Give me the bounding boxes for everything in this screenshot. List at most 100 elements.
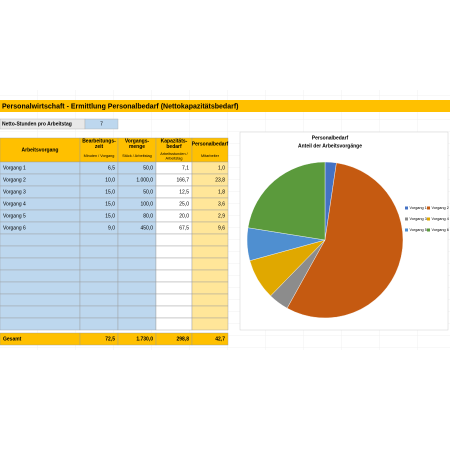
legend-label: Vorgang 1 [410,206,427,210]
netto-value-cell[interactable] [84,118,119,130]
column-header: Arbeitsvorgang [22,147,59,153]
cell-value: 67,5 [179,225,189,231]
cell [0,305,81,319]
total-value: 298,8 [176,336,189,342]
cell-value: 3,6 [218,201,225,207]
chart-subtitle: Anteil der Arbeitsvorgänge [298,143,362,149]
cell [117,293,157,307]
cell [117,257,157,271]
total-value: 1.730,0 [136,336,153,342]
total-value: 42,7 [215,336,225,342]
cell-value: 23,8 [215,177,225,183]
cell-value: 80,0 [143,213,153,219]
column-unit: Arbeitsstunden / [160,152,188,156]
column-unit: Arbeitstag [165,156,182,160]
cell [0,245,81,259]
legend-swatch [405,206,408,210]
row-label: Vorgang 3 [3,189,26,195]
cell [191,233,229,247]
cell [0,269,81,283]
cell-value: 166,7 [176,177,189,183]
cell-value: 15,0 [105,189,115,195]
cell [155,281,193,295]
legend-label: Vorgang 5 [410,228,427,232]
cell [117,137,157,163]
cell [191,317,229,331]
cell [79,293,119,307]
chart-title: Personalbedarf [312,135,349,141]
column-unit: Stück / Arbeitstag [122,154,152,158]
row-label: Vorgang 1 [3,165,26,171]
cell [0,257,81,271]
legend-swatch [405,217,408,221]
legend-label: Vorgang 3 [410,217,427,221]
cell-value: 50,0 [143,165,153,171]
cell [117,317,157,331]
legend-label: Vorgang 4 [432,217,449,221]
cell [155,269,193,283]
cell-value: 50,0 [143,189,153,195]
title-bar [0,100,450,112]
cell [191,281,229,295]
cell-value: 12,5 [179,189,189,195]
cell-value: 6,5 [108,165,115,171]
cell [79,245,119,259]
cell [191,245,229,259]
cell [117,281,157,295]
cell-value: 15,0 [105,201,115,207]
cell-value: 1,8 [218,189,225,195]
column-header: Vorgangs- [125,139,150,145]
sheet-title: Personalwirtschaft - Ermittlung Personal… [2,103,239,110]
cell [79,233,119,247]
cell [0,137,81,163]
total-label: Gesamt [3,336,22,342]
column-header: menge [129,144,145,150]
cell [79,269,119,283]
pie-slice [286,162,404,319]
cell [191,257,229,271]
legend-swatch [405,228,408,232]
cell [155,245,193,259]
column-header: Kapazitäts- [161,139,188,145]
netto-value: 7 [100,121,103,127]
cell [191,305,229,319]
cell [79,305,119,319]
cell-value: 10,0 [105,177,115,183]
cell [191,269,229,283]
row-label: Vorgang 4 [3,201,26,207]
cell-value: 2,9 [218,213,225,219]
column-header: Personalbedarf [192,141,229,147]
legend-label: Vorgang 2 [432,206,449,210]
cell [191,137,229,163]
cell-value: 1.000,0 [136,177,153,183]
cell-value: 9,6 [218,225,225,231]
cell-value: 15,0 [105,213,115,219]
cell [155,293,193,307]
cell [79,257,119,271]
cell-value: 7,1 [182,165,189,171]
legend-swatch [427,228,430,232]
cell-value: 9,0 [108,225,115,231]
cell [0,233,81,247]
legend-swatch [427,217,430,221]
column-unit: Mitarbeiter [201,154,220,158]
cell [155,257,193,271]
column-unit: Minuten / Vorgang [84,154,115,158]
cell-value: 25,0 [179,201,189,207]
cell [155,233,193,247]
cell [117,305,157,319]
row-label: Vorgang 2 [3,177,26,183]
cell [155,317,193,331]
total-value: 72,5 [105,336,115,342]
cell [0,293,81,307]
cell [117,245,157,259]
row-label: Vorgang 5 [3,213,26,219]
netto-label: Netto-Stunden pro Arbeitstag [2,121,72,127]
cell [155,305,193,319]
cell [191,293,229,307]
cell [191,332,229,346]
cell [79,281,119,295]
legend-label: Vorgang 6 [432,228,449,232]
cell [117,269,157,283]
